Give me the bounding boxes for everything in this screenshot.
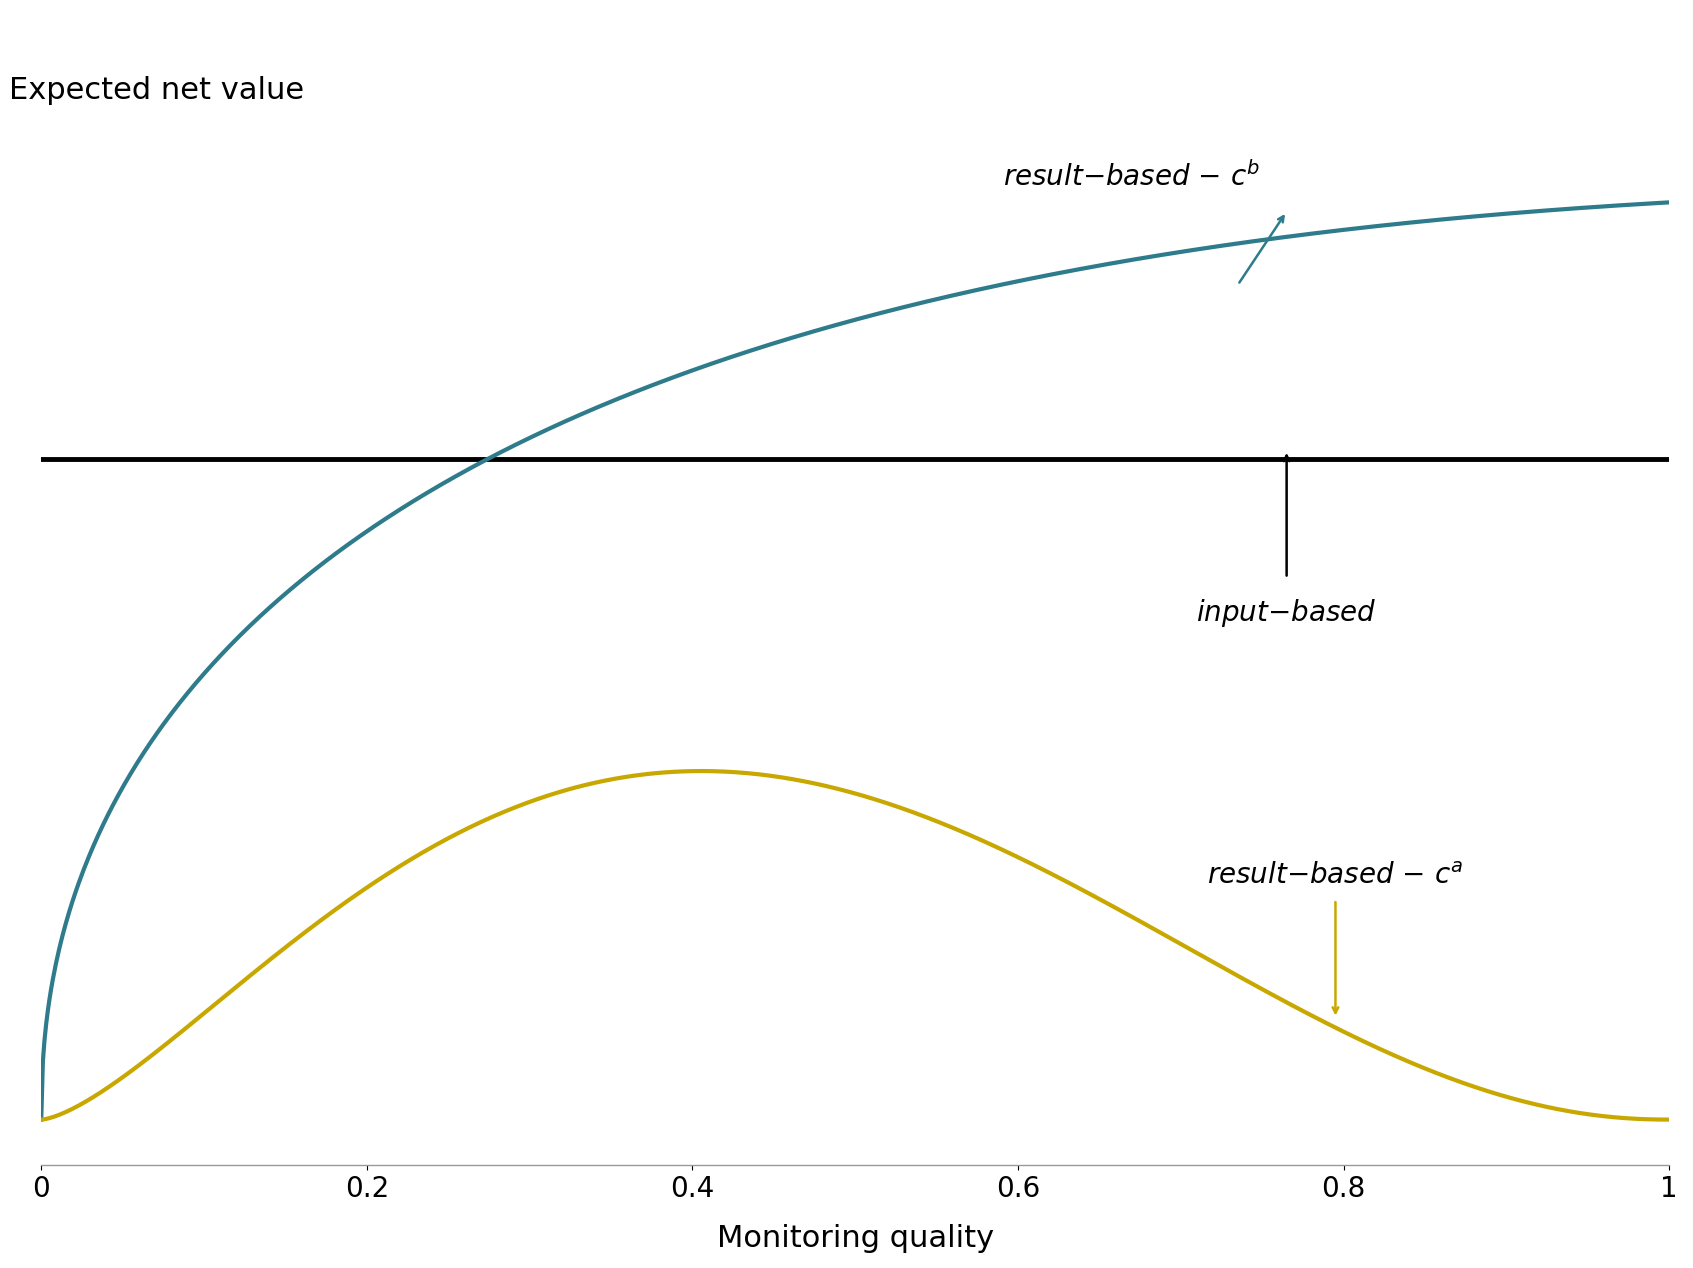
Text: $\it{input}$$\it{-based}$: $\it{input}$$\it{-based}$ xyxy=(1197,597,1376,629)
Text: Expected net value: Expected net value xyxy=(8,76,303,105)
Text: $\it{result}$$\it{-based}$ $\it{-}$ $c^b$: $\it{result}$$\it{-based}$ $\it{-}$ $c^b… xyxy=(1004,161,1261,191)
X-axis label: Monitoring quality: Monitoring quality xyxy=(716,1224,994,1253)
Text: $\it{result}$$\it{-based}$ $\it{-}$ $c^a$: $\it{result}$$\it{-based}$ $\it{-}$ $c^a… xyxy=(1207,864,1463,890)
